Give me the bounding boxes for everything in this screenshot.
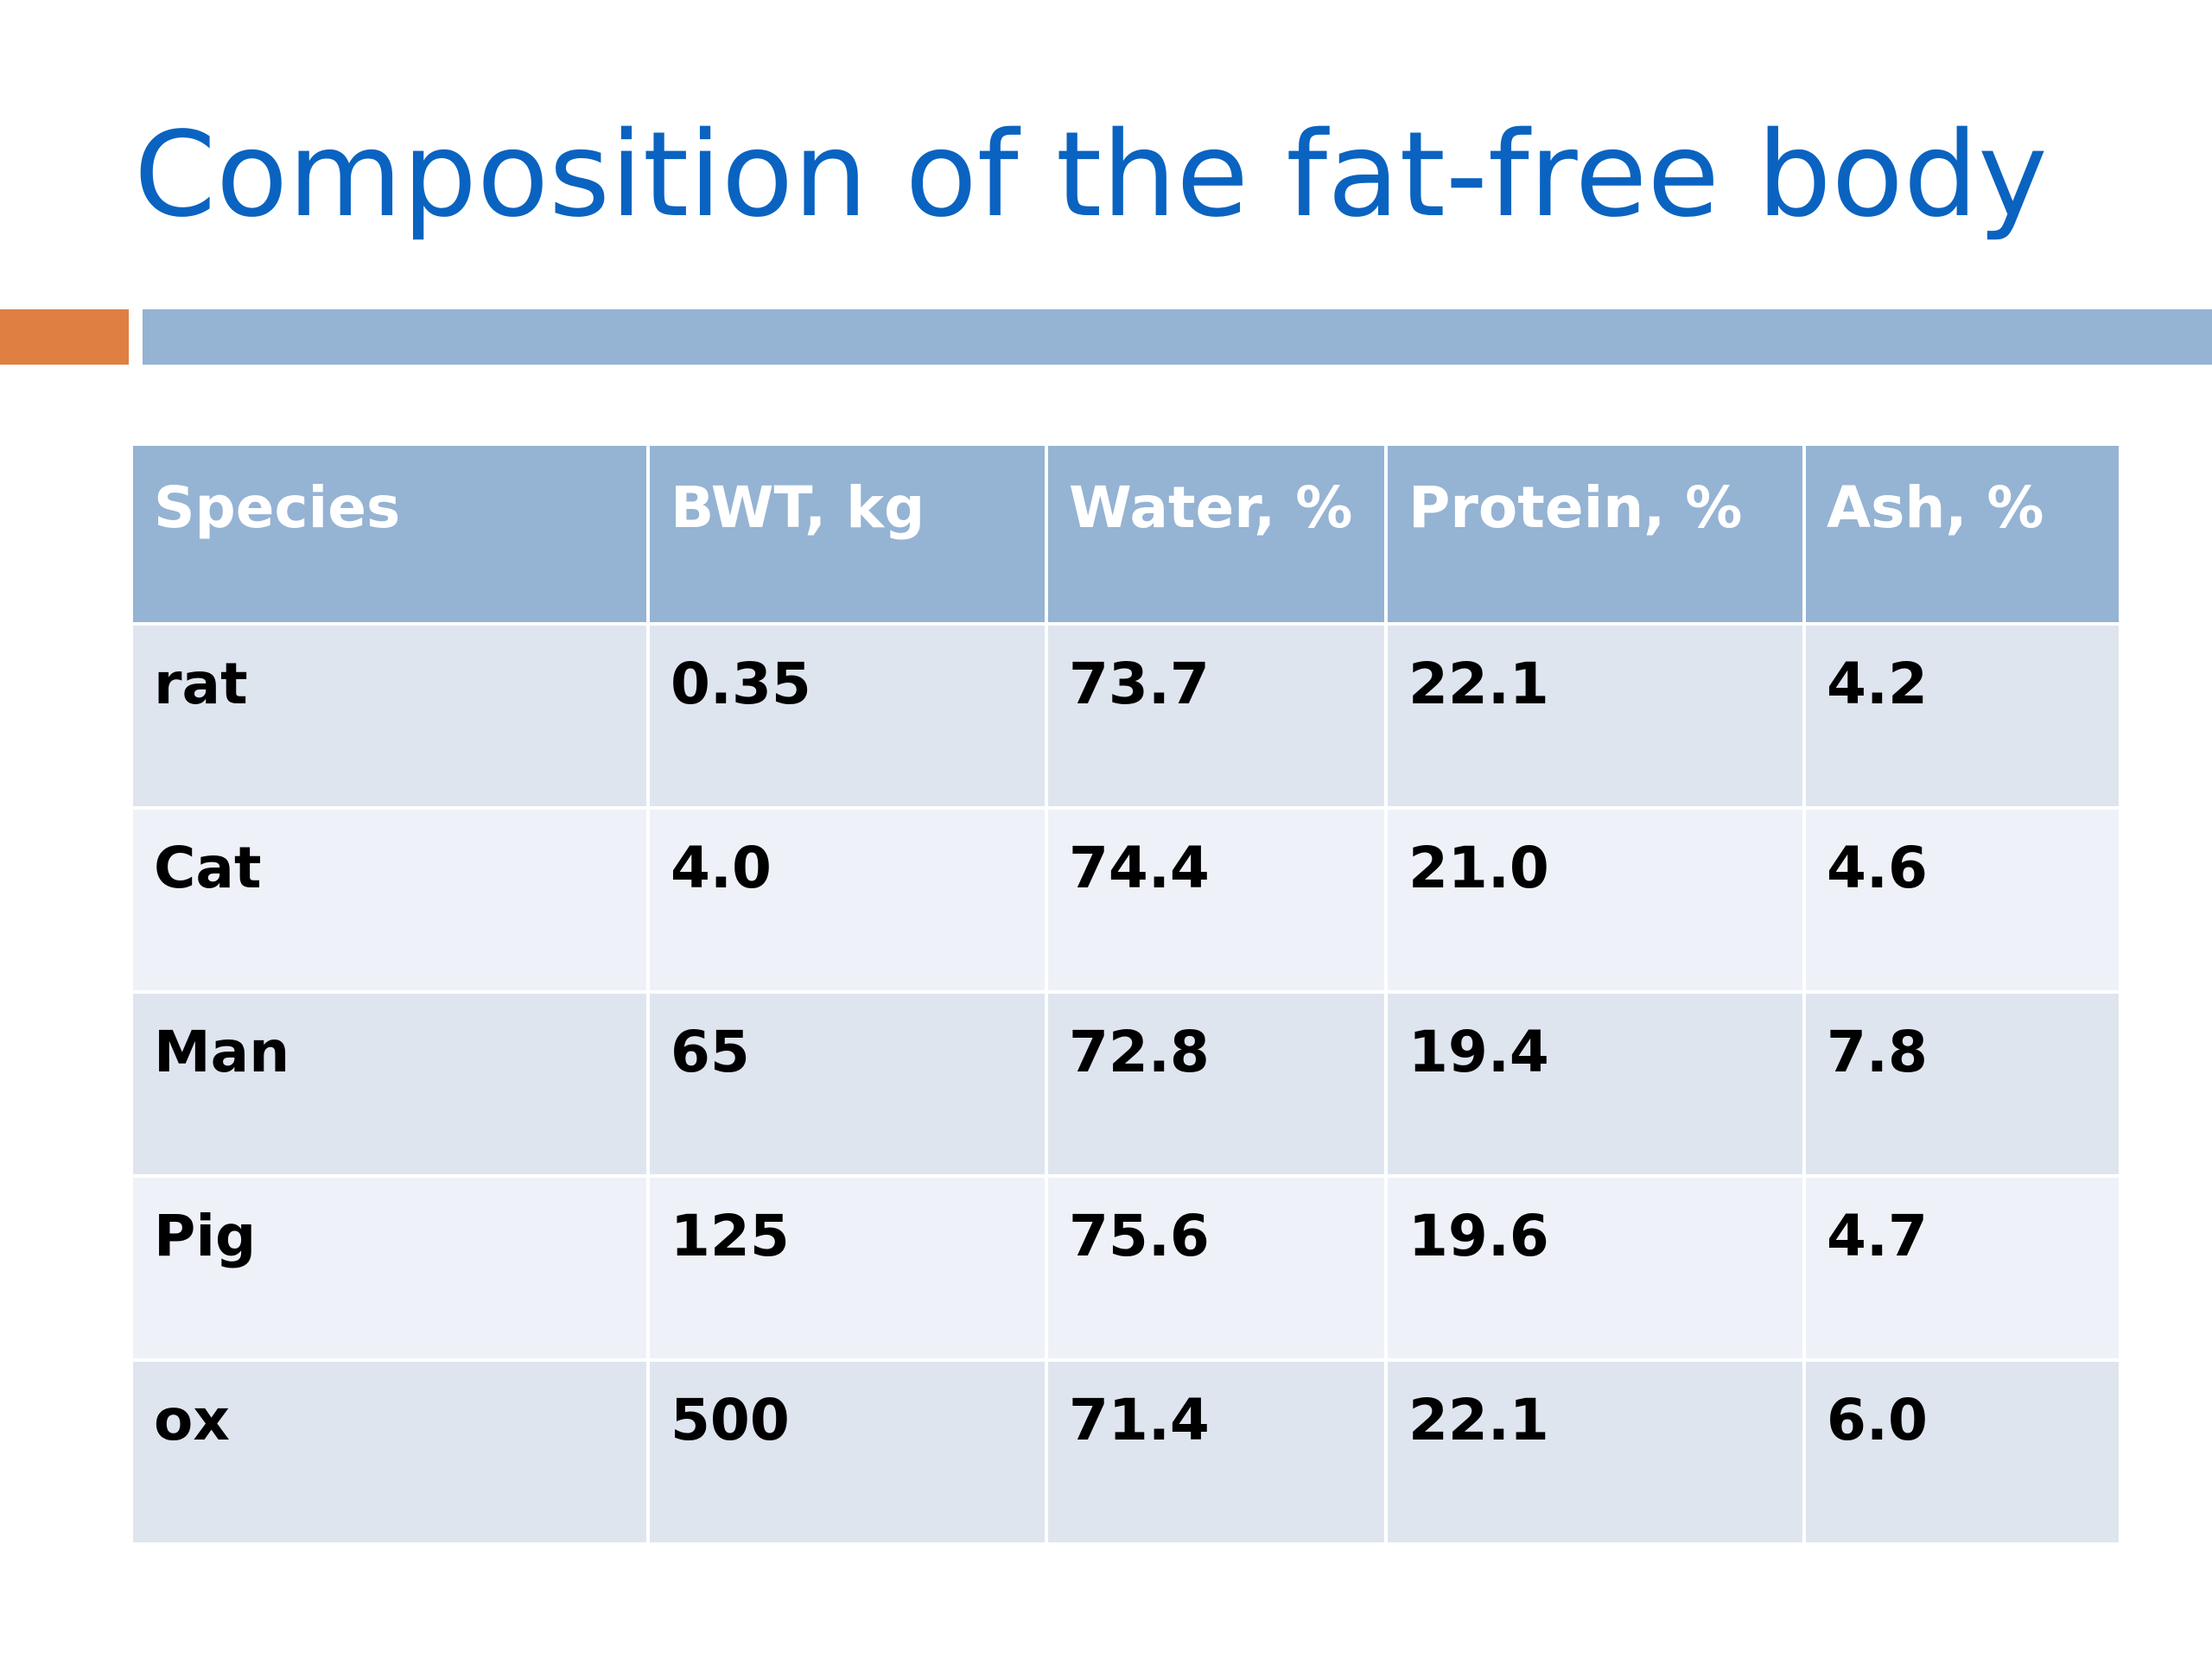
table-header-row: Species BWT, kg Water, % Protein, % Ash,…	[130, 442, 2122, 626]
cell-species: Man	[130, 990, 650, 1178]
cell-protein: 21.0	[1384, 806, 1806, 994]
cell-ash: 7.8	[1802, 990, 2122, 1178]
header-ash: Ash, %	[1802, 442, 2122, 626]
header-bwt: BWT, kg	[646, 442, 1048, 626]
table-row: ox 500 71.4 22.1 6.0	[130, 1358, 2122, 1546]
cell-ash: 4.2	[1802, 622, 2122, 810]
cell-bwt: 500	[646, 1358, 1048, 1546]
table-row: Man 65 72.8 19.4 7.8	[130, 990, 2122, 1178]
cell-water: 72.8	[1045, 990, 1388, 1178]
cell-species: rat	[130, 622, 650, 810]
cell-water: 73.7	[1045, 622, 1388, 810]
cell-species: ox	[130, 1358, 650, 1546]
cell-protein: 19.6	[1384, 1174, 1806, 1362]
accent-bar-orange	[0, 309, 129, 365]
cell-species: Pig	[130, 1174, 650, 1362]
cell-water: 74.4	[1045, 806, 1388, 994]
cell-ash: 4.7	[1802, 1174, 2122, 1362]
cell-species: Cat	[130, 806, 650, 994]
slide-title: Composition of the fat-free body	[134, 107, 2048, 244]
header-water: Water, %	[1045, 442, 1388, 626]
cell-bwt: 125	[646, 1174, 1048, 1362]
header-species: Species	[130, 442, 650, 626]
accent-bar-blue	[143, 309, 2212, 365]
cell-protein: 22.1	[1384, 622, 1806, 810]
table-row: rat 0.35 73.7 22.1 4.2	[130, 622, 2122, 810]
cell-water: 75.6	[1045, 1174, 1388, 1362]
cell-protein: 19.4	[1384, 990, 1806, 1178]
cell-ash: 4.6	[1802, 806, 2122, 994]
cell-bwt: 0.35	[646, 622, 1048, 810]
composition-table: Species BWT, kg Water, % Protein, % Ash,…	[130, 442, 2122, 1546]
header-protein: Protein, %	[1384, 442, 1806, 626]
table-row: Cat 4.0 74.4 21.0 4.6	[130, 806, 2122, 994]
table-row: Pig 125 75.6 19.6 4.7	[130, 1174, 2122, 1362]
cell-ash: 6.0	[1802, 1358, 2122, 1546]
cell-bwt: 65	[646, 990, 1048, 1178]
cell-protein: 22.1	[1384, 1358, 1806, 1546]
cell-bwt: 4.0	[646, 806, 1048, 994]
cell-water: 71.4	[1045, 1358, 1388, 1546]
